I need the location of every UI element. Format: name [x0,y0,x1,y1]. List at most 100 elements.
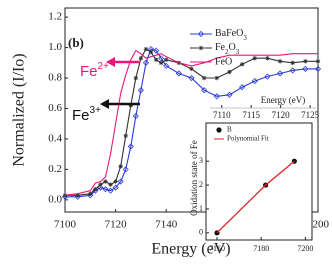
marker [137,87,144,94]
legend-item: FeO [190,56,232,67]
annotation: Fe3+ [72,105,101,124]
y-tick-label: 0.6 [48,102,62,114]
annotation-arrowhead [106,57,115,67]
marker [127,143,134,150]
marker [107,187,114,194]
marker [138,56,144,61]
marker [252,56,257,61]
y-tick-label: 0 [199,228,203,237]
marker [117,178,124,185]
marker [277,59,283,64]
x-tick-label: 7100 [54,219,77,231]
marker [289,67,296,74]
annotation-text: Fe [80,63,98,80]
marker [108,182,113,187]
annotation-text: Fe [72,107,90,124]
x-tick-label: 7160 [209,244,225,253]
marker [315,59,321,64]
x-tick-label: 7200 [307,219,330,231]
marker [75,193,80,198]
marker [103,179,108,184]
y-tick-label: 0.8 [48,72,62,84]
marker [92,187,99,194]
marker [290,60,295,66]
x-tick-label: 7140 [155,219,178,231]
annotation-arrowhead [100,99,109,109]
y-tick-label: 1 [199,204,203,213]
x-tick-label: 7120 [105,219,128,231]
marker [112,184,119,191]
marker [148,49,154,55]
legend-item: BaFeO3 [190,28,247,42]
marker [201,87,208,94]
panel-label: (b) [68,35,84,50]
marker [164,57,169,62]
y-tick-label: 1.2 [48,11,62,23]
marker [93,186,98,192]
marker [102,186,109,193]
marker [189,66,194,72]
marker [132,113,139,120]
y-tick-label: 0.4 [48,132,62,144]
plot-frame [205,122,313,241]
marker [239,62,245,67]
x-tick-label: 7180 [253,244,269,253]
marker [175,70,182,77]
marker [123,133,128,139]
y-tick-label: 2 [199,180,203,189]
legend-marker [198,45,204,51]
marker [302,65,309,72]
x-tick-label: 7120 [272,110,291,120]
annotation: Fe2+ [80,61,109,80]
marker [88,191,93,196]
marker [153,47,160,54]
legend-label: B [227,126,232,134]
y-axis-label: Normalized (I/Io) [11,53,28,166]
marker [98,182,103,187]
marker [251,78,258,85]
annotation-superscript: 3+ [90,105,102,116]
legend-marker [216,127,222,133]
marker [142,59,150,66]
legend-label: Polynomial Fit [227,135,269,143]
marker [214,75,219,81]
y-tick-label: 1.0 [48,41,62,53]
marker [226,91,233,98]
y-axis-label: Oxidation state of Fe [189,140,199,216]
y-tick-label: 0.2 [48,163,62,175]
x-tick-label: 7110 [213,110,231,120]
marker [158,60,164,66]
y-tick-label: 3 [199,156,203,165]
marker [128,103,133,108]
legend-label: FeO [215,56,232,67]
marker [61,193,69,200]
marker [74,193,81,200]
series-line [216,160,295,234]
legend-label: BaFeO3 [215,28,247,41]
series-line [64,49,318,196]
marker [264,73,271,80]
legend-item: Polynomial Fit [214,135,269,143]
x-tick-label: 7125 [301,110,320,120]
y-tick-label: 0.0 [48,193,62,205]
marker [303,59,308,64]
marker [163,62,170,69]
marker [113,179,118,184]
x-tick-label: 7200 [297,244,313,253]
marker [118,164,123,169]
marker [143,46,149,52]
marker [122,166,129,173]
legend-item: B [227,126,232,134]
marker [239,84,246,91]
marker [153,57,159,62]
marker [276,70,284,77]
annotation-superscript: 2+ [98,61,110,72]
legend-label: Fe2O3 [215,42,240,55]
x-axis-label: Energy (eV) [261,95,306,105]
marker [314,65,322,72]
marker [188,74,195,82]
x-tick-label: 7115 [242,110,260,120]
marker [133,75,139,81]
